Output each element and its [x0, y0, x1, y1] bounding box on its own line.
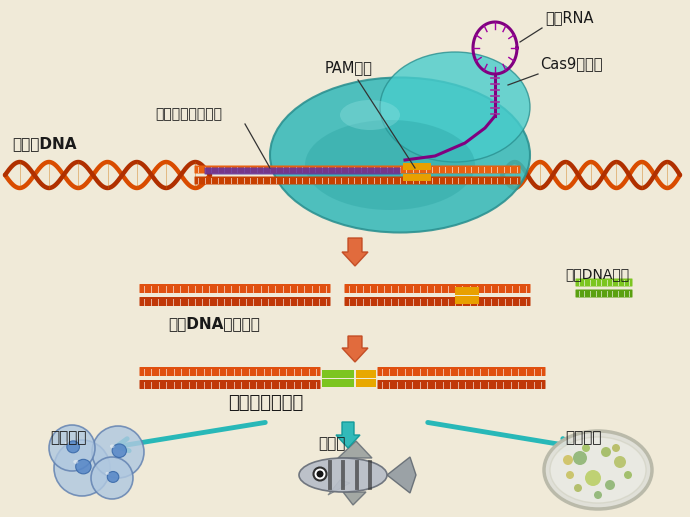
Bar — [356, 379, 376, 387]
Bar — [403, 163, 431, 170]
Text: 斑马鱼: 斑马鱼 — [318, 436, 346, 451]
Ellipse shape — [340, 100, 400, 130]
Circle shape — [313, 467, 326, 480]
Bar — [322, 370, 354, 378]
Circle shape — [624, 471, 632, 479]
FancyBboxPatch shape — [195, 176, 520, 185]
Circle shape — [605, 480, 615, 490]
Bar — [322, 379, 354, 387]
Circle shape — [49, 425, 95, 471]
FancyArrow shape — [342, 238, 368, 266]
FancyArrow shape — [342, 336, 368, 362]
Circle shape — [612, 444, 620, 452]
Ellipse shape — [544, 431, 652, 509]
Ellipse shape — [65, 442, 69, 445]
Circle shape — [601, 447, 611, 457]
Circle shape — [582, 444, 590, 452]
FancyBboxPatch shape — [139, 284, 331, 293]
FancyBboxPatch shape — [204, 168, 400, 175]
Ellipse shape — [73, 460, 79, 464]
Ellipse shape — [67, 441, 79, 453]
FancyBboxPatch shape — [575, 290, 633, 297]
Ellipse shape — [110, 445, 115, 448]
Polygon shape — [328, 480, 350, 495]
Circle shape — [585, 470, 601, 486]
Polygon shape — [338, 441, 372, 458]
FancyBboxPatch shape — [377, 367, 546, 376]
Circle shape — [92, 426, 144, 478]
Ellipse shape — [76, 459, 91, 474]
Ellipse shape — [112, 444, 126, 458]
Text: 与基因组序列匹配: 与基因组序列匹配 — [155, 107, 222, 121]
FancyBboxPatch shape — [344, 284, 531, 293]
Circle shape — [594, 491, 602, 499]
FancyBboxPatch shape — [139, 380, 320, 389]
FancyBboxPatch shape — [575, 279, 633, 286]
Ellipse shape — [305, 120, 475, 210]
Text: PAM序列: PAM序列 — [325, 60, 373, 75]
Circle shape — [574, 484, 582, 492]
Ellipse shape — [107, 472, 119, 482]
Text: 双链DNA断裂修复: 双链DNA断裂修复 — [168, 316, 260, 331]
Text: 基因组靶向修饰: 基因组靶向修饰 — [228, 394, 303, 412]
Circle shape — [54, 440, 110, 496]
Ellipse shape — [380, 52, 530, 162]
Text: Cas9内切酶: Cas9内切酶 — [540, 56, 602, 71]
FancyBboxPatch shape — [139, 367, 320, 376]
FancyArrow shape — [336, 422, 360, 448]
Bar — [455, 296, 479, 304]
FancyBboxPatch shape — [195, 165, 520, 174]
Circle shape — [563, 455, 573, 465]
Bar — [455, 287, 479, 295]
Text: 基因组DNA: 基因组DNA — [12, 136, 77, 151]
Text: 细菌细胞: 细菌细胞 — [565, 430, 602, 445]
Text: 向导RNA: 向导RNA — [545, 10, 593, 25]
FancyBboxPatch shape — [377, 380, 546, 389]
Text: 人体细胞: 人体细胞 — [50, 430, 86, 445]
Ellipse shape — [270, 78, 530, 233]
FancyBboxPatch shape — [344, 297, 531, 306]
Circle shape — [566, 471, 574, 479]
Ellipse shape — [550, 437, 646, 503]
Circle shape — [614, 456, 626, 468]
Ellipse shape — [299, 458, 387, 492]
Bar — [403, 174, 431, 181]
Polygon shape — [387, 457, 416, 493]
FancyBboxPatch shape — [139, 297, 331, 306]
Circle shape — [317, 470, 324, 478]
Circle shape — [91, 457, 133, 499]
Text: 供体DNA分子: 供体DNA分子 — [565, 267, 629, 281]
Ellipse shape — [106, 472, 109, 475]
Bar — [356, 370, 376, 378]
Polygon shape — [343, 492, 366, 505]
Circle shape — [573, 451, 587, 465]
